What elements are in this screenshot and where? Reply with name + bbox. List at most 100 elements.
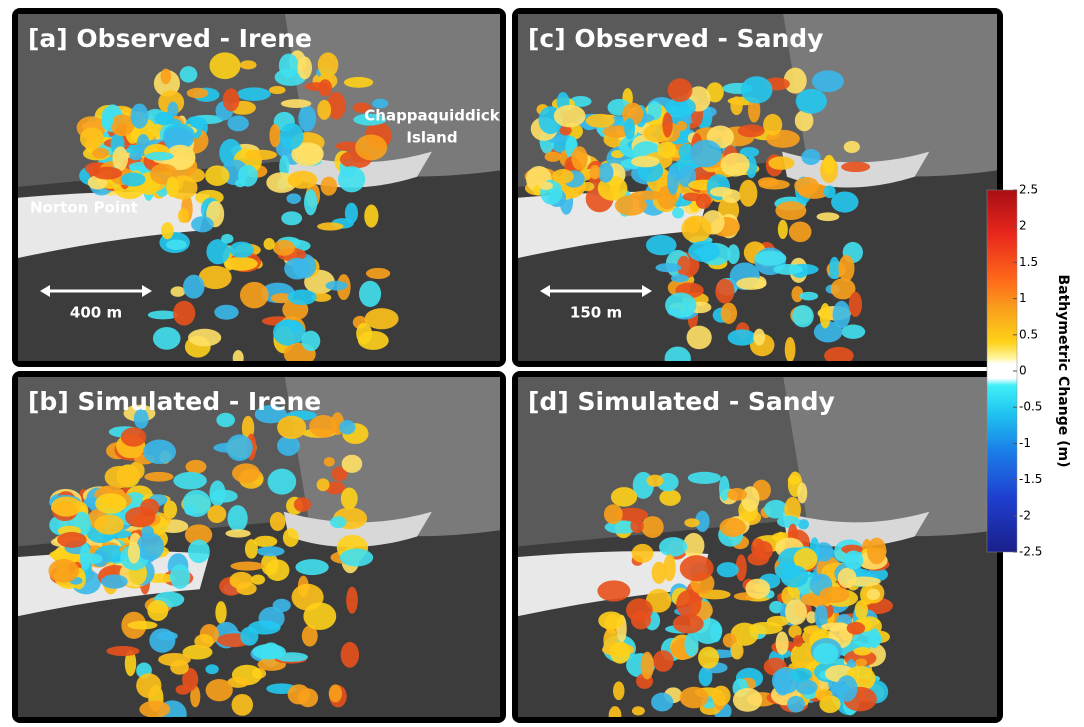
change-patch [641, 652, 654, 680]
colorbar-tick-label: -2 [1019, 508, 1031, 522]
change-patch [364, 205, 378, 228]
change-patch [303, 602, 336, 630]
change-patch [778, 220, 788, 239]
change-patch [721, 303, 737, 324]
change-patch [173, 301, 195, 326]
change-patch [796, 89, 827, 114]
change-patch [173, 472, 207, 489]
change-patch [794, 177, 819, 195]
colorbar-tick-label: -1.5 [1019, 472, 1042, 486]
change-patch [754, 251, 786, 266]
change-patch [659, 490, 681, 506]
change-patch [777, 516, 800, 528]
change-patch [681, 215, 711, 242]
change-patch [170, 660, 189, 675]
change-patch [554, 105, 586, 127]
change-patch [838, 255, 854, 282]
change-patch [787, 696, 805, 713]
change-patch [318, 79, 332, 96]
change-patch [841, 162, 870, 173]
change-patch [801, 149, 820, 165]
colorbar-scale [987, 190, 1017, 552]
change-patch [615, 195, 647, 216]
change-patch [121, 427, 146, 446]
change-patch [229, 242, 254, 258]
change-patch [286, 193, 301, 204]
change-patch [824, 185, 836, 198]
change-patch [277, 416, 306, 439]
change-patch [589, 165, 600, 180]
change-patch [651, 693, 673, 712]
change-patch [753, 329, 765, 346]
change-patch [657, 142, 676, 158]
change-patch [867, 589, 880, 600]
change-patch [92, 148, 109, 159]
change-patch [630, 519, 643, 534]
change-patch [672, 207, 684, 218]
change-patch [245, 150, 277, 160]
change-patch [341, 488, 358, 510]
change-patch [727, 488, 747, 501]
change-patch [329, 684, 342, 702]
change-patch [662, 112, 672, 138]
change-patch [298, 688, 318, 707]
change-patch [342, 455, 363, 473]
figure: [a] Observed - IreneNorton PointChappaqu… [0, 0, 1084, 727]
change-patch [237, 87, 271, 101]
colorbar-tick-label: -1 [1019, 436, 1031, 450]
change-patch [51, 497, 81, 517]
change-patch [127, 621, 157, 630]
change-patch [738, 124, 765, 137]
change-patch [626, 598, 653, 621]
panel: [d] Simulated - Sandy [512, 371, 1003, 724]
change-patch [161, 222, 174, 239]
change-patch [341, 642, 359, 668]
change-patch [812, 70, 844, 92]
change-patch [191, 216, 214, 232]
change-patch [844, 550, 863, 569]
change-patch [366, 268, 390, 279]
change-patch [663, 554, 675, 581]
change-patch [257, 546, 285, 556]
change-patch [545, 152, 562, 162]
satellite-image [512, 371, 1003, 724]
change-patch [838, 568, 857, 588]
change-patch [796, 680, 818, 695]
change-patch [295, 559, 328, 575]
change-patch [552, 169, 574, 184]
change-patch [632, 706, 645, 715]
change-patch [225, 529, 250, 537]
change-patch [188, 540, 210, 564]
change-patch [671, 274, 689, 282]
change-patch [604, 504, 623, 524]
change-patch [741, 76, 773, 103]
change-patch [789, 221, 812, 242]
change-patch [228, 505, 248, 532]
change-patch [715, 279, 734, 304]
change-patch [139, 701, 170, 718]
change-patch [326, 281, 348, 291]
change-patch [730, 96, 742, 115]
change-patch [586, 114, 615, 128]
change-patch [733, 688, 762, 712]
change-patch [102, 107, 114, 128]
change-patch [359, 281, 381, 307]
change-patch [610, 641, 630, 663]
change-patch [813, 643, 838, 664]
change-patch [324, 457, 335, 467]
change-patch [572, 146, 588, 170]
change-patch [712, 686, 731, 706]
place-label: Norton Point [30, 199, 138, 217]
scale-label: 400 m [70, 304, 122, 322]
change-patch [245, 539, 258, 559]
change-patch [680, 687, 709, 708]
change-patch [264, 238, 275, 250]
change-patch [215, 601, 226, 624]
change-patch [221, 234, 233, 244]
change-patch [689, 140, 722, 167]
change-patch [667, 167, 679, 195]
change-patch [687, 326, 712, 350]
change-patch [186, 460, 207, 474]
change-patch [82, 554, 103, 564]
